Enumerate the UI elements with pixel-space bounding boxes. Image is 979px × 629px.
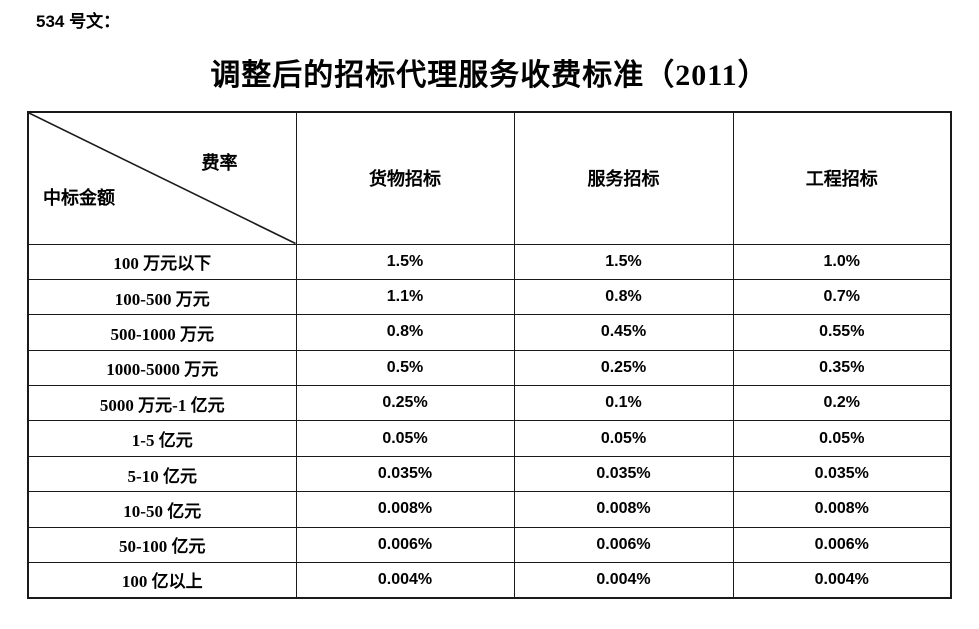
rate-cell: 0.2% [732, 385, 952, 422]
rate-cell: 0.05% [513, 420, 734, 457]
rate-cell: 0.008% [295, 491, 515, 528]
corner-label-rate: 费率 [201, 153, 238, 173]
row-label: 1-5 亿元 [27, 420, 297, 457]
rate-cell: 0.006% [295, 526, 515, 564]
rate-cell: 0.05% [732, 420, 952, 457]
page-title: 调整后的招标代理服务收费标准（2011） [210, 59, 769, 92]
rate-cell: 0.035% [732, 455, 952, 493]
rate-cell: 0.1% [513, 385, 734, 422]
rate-cell: 1.5% [513, 243, 734, 280]
rate-cell: 0.035% [295, 455, 515, 493]
rate-cell: 0.004% [295, 562, 515, 599]
row-label: 5-10 亿元 [27, 455, 297, 493]
doc-number-label: 534 号文： [36, 12, 121, 31]
table-row: 100 亿以上 0.004% 0.004% 0.004% [27, 562, 952, 599]
rate-cell: 0.45% [513, 314, 734, 351]
row-label: 5000 万元-1 亿元 [27, 385, 297, 422]
corner-cell: 费率 中标金额 [27, 111, 297, 245]
table-row: 100-500 万元 1.1% 0.8% 0.7% [27, 278, 952, 316]
rate-cell: 0.7% [732, 278, 952, 316]
fee-table: 费率 中标金额 货物招标 服务招标 工程招标 100 万元以下 1.5% 1.5% 1… [27, 111, 952, 599]
rate-cell: 0.8% [513, 278, 734, 316]
row-label: 10-50 亿元 [27, 491, 297, 528]
rate-cell: 0.25% [295, 385, 515, 422]
rate-cell: 1.5% [295, 243, 515, 280]
row-label: 100 亿以上 [27, 562, 297, 599]
table-row: 500-1000 万元 0.8% 0.45% 0.55% [27, 314, 952, 351]
header-row: 费率 中标金额 货物招标 服务招标 工程招标 [27, 111, 952, 245]
table-row: 1000-5000 万元 0.5% 0.25% 0.35% [27, 349, 952, 387]
rate-cell: 0.5% [295, 349, 515, 387]
rate-cell: 0.008% [732, 491, 952, 528]
table-row: 5000 万元-1 亿元 0.25% 0.1% 0.2% [27, 385, 952, 422]
column-header-engineering: 工程招标 [732, 111, 952, 245]
corner-label-amount: 中标金额 [43, 187, 115, 208]
table-row: 10-50 亿元 0.008% 0.008% 0.008% [27, 491, 952, 528]
row-label: 50-100 亿元 [27, 526, 297, 564]
rate-cell: 0.05% [295, 420, 515, 457]
fee-table-body: 100 万元以下 1.5% 1.5% 1.0% 100-500 万元 1.1% 0.8% 0.… [27, 243, 952, 599]
rate-cell: 0.25% [513, 349, 734, 387]
row-label: 100-500 万元 [27, 278, 297, 316]
rate-cell: 0.004% [513, 562, 734, 599]
rate-cell: 0.55% [732, 314, 952, 351]
rate-cell: 0.008% [513, 491, 734, 528]
table-row: 50-100 亿元 0.006% 0.006% 0.006% [27, 526, 952, 564]
table-row: 1-5 亿元 0.05% 0.05% 0.05% [27, 420, 952, 457]
rate-cell: 0.035% [513, 455, 734, 493]
row-label: 1000-5000 万元 [27, 349, 297, 387]
table-row: 100 万元以下 1.5% 1.5% 1.0% [27, 243, 952, 280]
rate-cell: 0.004% [732, 562, 952, 599]
rate-cell: 1.1% [295, 278, 515, 316]
rate-cell: 1.0% [732, 243, 952, 280]
rate-cell: 0.006% [732, 526, 952, 564]
column-header-services: 服务招标 [513, 111, 734, 245]
row-label: 500-1000 万元 [27, 314, 297, 351]
column-header-goods: 货物招标 [295, 111, 515, 245]
table-row: 5-10 亿元 0.035% 0.035% 0.035% [27, 455, 952, 493]
rate-cell: 0.35% [732, 349, 952, 387]
rate-cell: 0.8% [295, 314, 515, 351]
row-label: 100 万元以下 [27, 243, 297, 280]
diagonal-divider-line [29, 113, 296, 244]
rate-cell: 0.006% [513, 526, 734, 564]
